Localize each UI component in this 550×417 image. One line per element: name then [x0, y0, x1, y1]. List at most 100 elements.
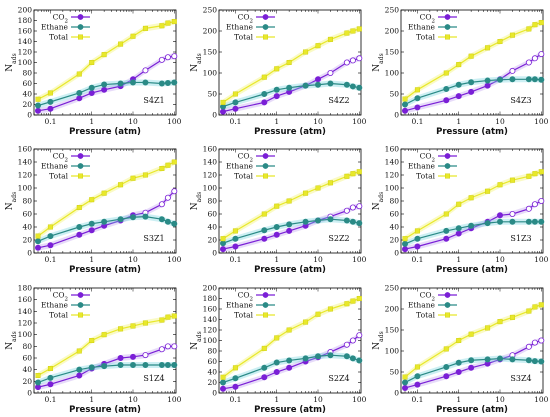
- x-tick-label: 100: [167, 395, 182, 404]
- data-point-ethane: [261, 227, 268, 234]
- data-point-ethane: [88, 84, 95, 91]
- legend-marker: [262, 163, 269, 169]
- chart-panel-s1z3: 0 20 40 60 80 100 120 140 160 0.1 1 10 100 Pressure (…: [372, 145, 549, 276]
- data-point-total: [356, 169, 362, 175]
- data-point-total: [402, 236, 408, 242]
- plot-frame: [400, 9, 544, 116]
- data-point-ethane: [142, 361, 149, 368]
- data-point-ethane: [315, 217, 322, 224]
- data-point-total: [89, 197, 95, 203]
- data-point-co2: [455, 368, 462, 375]
- data-point-co2: [164, 343, 171, 350]
- data-point-ethane: [414, 235, 421, 242]
- x-tick-label: 0.1: [411, 395, 423, 404]
- data-point-total: [414, 364, 420, 370]
- panel-label: S2Z4: [328, 374, 349, 383]
- x-tick-label: 0.1: [44, 255, 56, 264]
- data-point-total: [315, 311, 321, 317]
- x-tick-label: 1: [274, 395, 279, 404]
- y-tick-label: 20: [22, 377, 32, 386]
- data-point-co2: [443, 97, 450, 104]
- y-tick-label: 160: [18, 27, 33, 36]
- data-point-ethane: [164, 361, 171, 368]
- x-tick-label: 100: [352, 117, 367, 126]
- data-point-total: [303, 319, 309, 325]
- data-point-co2: [343, 341, 350, 348]
- data-point-co2: [538, 337, 545, 344]
- plot-frame: [218, 9, 362, 116]
- data-point-co2: [171, 188, 178, 195]
- legend-marker: [444, 24, 451, 30]
- data-point-ethane: [538, 358, 545, 365]
- data-point-total: [232, 228, 238, 234]
- data-point-co2: [286, 227, 293, 234]
- data-point-total: [274, 203, 280, 209]
- data-point-ethane: [286, 84, 293, 91]
- data-point-ethane: [414, 373, 421, 380]
- data-point-co2: [343, 207, 350, 214]
- data-point-co2: [164, 54, 171, 61]
- data-point-total: [35, 233, 41, 239]
- data-point-ethane: [130, 361, 137, 368]
- y-tick-label: 120: [18, 319, 33, 328]
- y-tick-label: 60: [22, 210, 32, 219]
- legend-marker: [77, 312, 83, 318]
- panel-label: S4Z3: [510, 96, 531, 105]
- data-point-co2: [142, 352, 149, 359]
- series-band-co2: [38, 188, 175, 251]
- series-band-co2: [223, 332, 360, 392]
- y-tick-label: 100: [18, 184, 33, 193]
- data-point-ethane: [484, 356, 491, 363]
- data-point-total: [142, 25, 148, 31]
- data-point-total: [315, 185, 321, 191]
- data-point-total: [130, 33, 136, 39]
- data-point-co2: [509, 210, 516, 217]
- y-axis-label: Nads: [5, 192, 18, 210]
- data-point-total: [485, 45, 491, 51]
- y-tick-label: 200: [203, 284, 218, 293]
- data-point-co2: [531, 339, 538, 346]
- legend-marker: [77, 292, 84, 298]
- data-point-total: [76, 348, 82, 354]
- legend-marker: [77, 163, 84, 169]
- data-point-co2: [402, 246, 409, 253]
- legend-marker: [263, 34, 269, 40]
- legend-marker: [77, 14, 84, 20]
- x-tick-label: 0.1: [229, 117, 241, 126]
- data-point-total: [47, 224, 53, 230]
- y-tick-label: 140: [18, 158, 33, 167]
- data-point-ethane: [414, 95, 421, 102]
- y-tick-label: 100: [203, 336, 218, 345]
- data-point-ethane: [468, 222, 475, 229]
- data-point-ethane: [130, 214, 137, 221]
- data-point-co2: [130, 353, 137, 360]
- data-point-total: [130, 323, 136, 329]
- y-axis-label: Nads: [190, 331, 203, 349]
- y-tick-label: 180: [18, 284, 33, 293]
- data-point-ethane: [315, 81, 322, 88]
- data-point-total: [485, 188, 491, 194]
- data-point-total: [402, 374, 408, 380]
- data-point-ethane: [402, 101, 409, 108]
- data-point-ethane: [101, 363, 108, 370]
- x-tick-label: 1: [89, 395, 94, 404]
- x-tick-label: 100: [534, 255, 549, 264]
- data-point-ethane: [315, 353, 322, 360]
- series-band-co2: [223, 203, 360, 253]
- y-tick-label: 100: [203, 184, 218, 193]
- data-point-total: [497, 319, 503, 325]
- plot-frame: [33, 287, 177, 394]
- data-point-co2: [273, 231, 280, 238]
- data-point-co2: [315, 76, 322, 83]
- data-point-ethane: [35, 238, 42, 245]
- legend-label-co2: CO2: [238, 13, 253, 25]
- data-point-ethane: [142, 213, 149, 220]
- data-point-total: [356, 296, 362, 302]
- data-point-ethane: [171, 361, 178, 368]
- chart-panel-s3z1: 0 20 40 60 80 100 120 140 160 0.1 1 10 100 Pressure (…: [5, 145, 182, 276]
- data-point-total: [327, 36, 333, 42]
- legend-marker: [262, 153, 269, 159]
- data-point-ethane: [117, 80, 124, 87]
- y-tick-label: 60: [22, 79, 32, 88]
- x-tick-label: 100: [534, 395, 549, 404]
